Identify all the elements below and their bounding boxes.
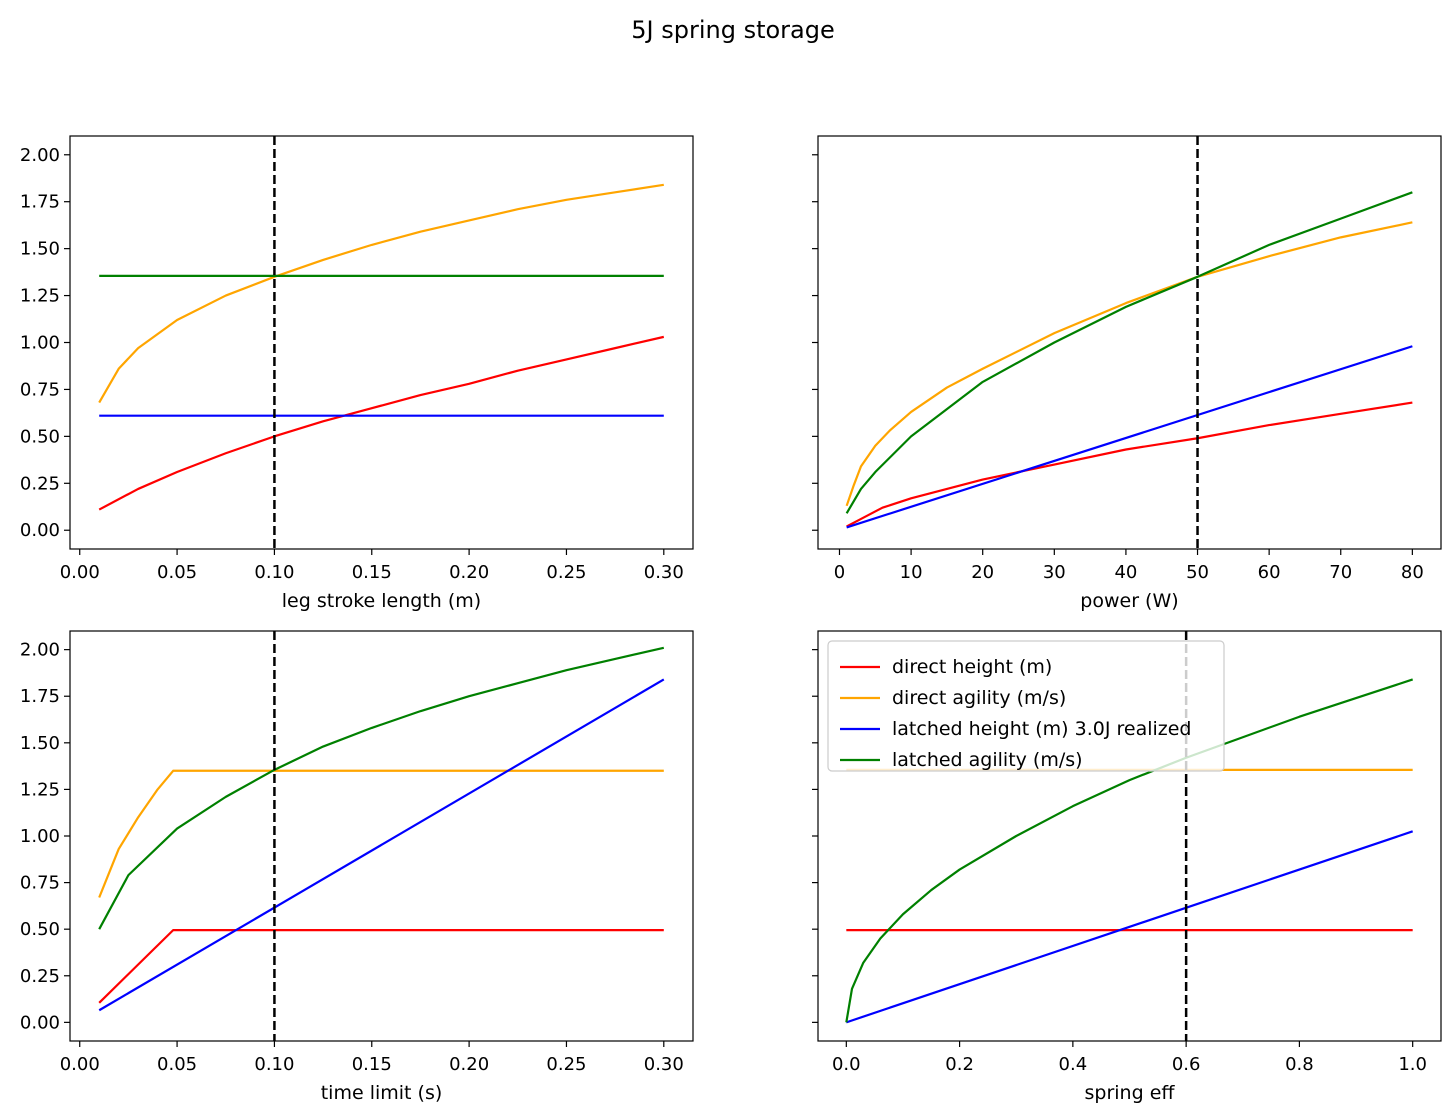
x-tick-label: 60 [1258,562,1281,583]
series-line-direct-height [98,929,664,1004]
x-tick-label: 0.20 [449,562,489,583]
legend-entry: direct height (m) [892,656,1052,678]
x-tick-label: 80 [1401,562,1424,583]
series-line-direct-agility [98,183,664,404]
subplot-time-limit: 0.00 0.05 0.10 0.15 0.20 0.25 0.30 0.00 0.25 0.50… [20,630,694,1104]
series-line-direct-height [98,335,665,511]
series-line-latched-height [98,678,665,1012]
x-tick-label: 0 [834,562,845,583]
x-tick-label: 1.0 [1398,1054,1427,1075]
x-tick-label: 0.05 [157,1054,197,1075]
y-tick-label: 0.25 [20,473,60,494]
x-tick-label: 0.05 [157,562,197,583]
x-tick-label: 0.00 [60,562,100,583]
x-tick-label: 70 [1329,562,1352,583]
y-tick-label: 1.75 [20,192,60,213]
x-tick-label: 0.2 [945,1054,974,1075]
x-tick-label: 0.6 [1172,1054,1201,1075]
x-tick-label: 40 [1114,562,1137,583]
y-tick-label: 0.00 [20,1012,60,1033]
x-axis-label: leg stroke length (m) [282,590,481,612]
y-tick-label: 0.25 [20,966,60,987]
x-axis-label: time limit (s) [321,1082,443,1104]
legend-entry: latched agility (m/s) [892,749,1083,771]
x-tick-label: 0.10 [254,1054,294,1075]
y-tick-label: 0.00 [20,520,60,541]
y-tick-label: 0.75 [20,873,60,894]
x-axis-label: power (W) [1080,590,1178,612]
series-line-latched-height [845,830,1414,1024]
x-tick-label: 10 [900,562,923,583]
series-line-latched-agility [98,646,665,930]
x-tick-label: 0.30 [644,1054,684,1075]
x-tick-label: 0.10 [254,562,294,583]
x-axis-label: spring eff [1085,1082,1176,1104]
series-line-direct-agility [98,769,664,898]
subplot-spring-eff: 0.0 0.2 0.4 0.6 0.8 1.0 spring eff direct heigh… [812,630,1442,1104]
y-tick-label: 1.50 [20,239,60,260]
legend-box [827,640,1225,772]
y-tick-label: 2.00 [20,145,60,166]
x-tick-label: 0.15 [352,1054,392,1075]
series-line-direct-height [846,401,1413,528]
x-tick-label: 0.00 [60,1054,100,1075]
series-line-latched-height [846,345,1413,529]
x-tick-label: 0.20 [449,1054,489,1075]
y-tick-label: 1.25 [20,779,60,800]
x-tick-label: 30 [1043,562,1066,583]
x-tick-label: 20 [971,562,994,583]
subplot-power: 0 10 20 30 40 50 60 70 80 power (W) [812,135,1442,612]
x-tick-label: 0.25 [546,1054,586,1075]
y-tick-label: 1.75 [20,686,60,707]
x-tick-label: 0.30 [644,562,684,583]
x-tick-label: 0.15 [352,562,392,583]
legend: direct height (m) direct agility (m/s) lat… [827,640,1225,772]
x-tick-label: 0.25 [546,562,586,583]
series-line-latched-agility [845,191,1413,514]
y-tick-label: 0.75 [20,379,60,400]
y-tick-label: 1.50 [20,733,60,754]
x-tick-label: 0.0 [832,1054,861,1075]
series-line-latched-agility [845,678,1414,1023]
subplot-leg-stroke-length: 0.00 0.05 0.10 0.15 0.20 0.25 0.30 0.00 0.25 0.50… [20,135,694,612]
x-tick-label: 0.4 [1059,1054,1088,1075]
legend-entry: latched height (m) 3.0J realized [892,718,1192,740]
x-tick-label: 50 [1186,562,1209,583]
y-tick-label: 1.25 [20,286,60,307]
y-tick-label: 1.00 [20,826,60,847]
y-tick-label: 0.50 [20,426,60,447]
y-tick-label: 1.00 [20,333,60,354]
y-tick-label: 0.50 [20,919,60,940]
figure-title: 5J spring storage [631,16,835,44]
legend-entry: direct agility (m/s) [892,687,1066,709]
series-line-direct-agility [845,221,1413,507]
y-tick-label: 2.00 [20,640,60,661]
x-tick-label: 0.8 [1285,1054,1314,1075]
